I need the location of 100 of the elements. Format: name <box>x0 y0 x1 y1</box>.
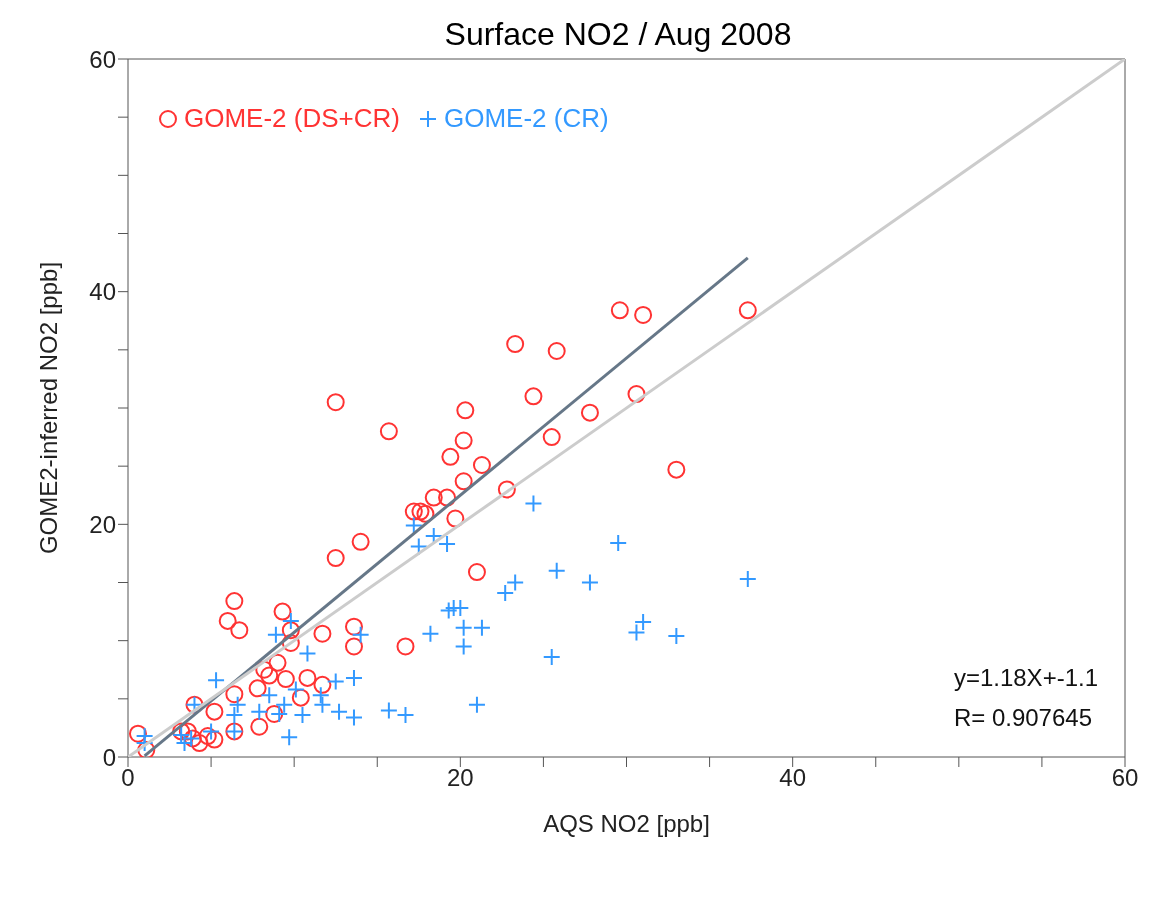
point <box>411 502 430 521</box>
point <box>230 621 249 640</box>
point <box>291 688 310 707</box>
point <box>190 734 209 753</box>
chart-title: Surface NO2 / Aug 2008 <box>444 16 792 52</box>
point <box>506 335 525 354</box>
x-tick-label: 40 <box>779 764 807 792</box>
y-tick-label: 60 <box>89 45 116 73</box>
annotation: R= 0.907645 <box>953 703 1093 733</box>
y-axis-title: GOME2-inferred NO2 [ppb] <box>34 261 62 555</box>
point <box>313 624 332 643</box>
point <box>281 633 300 652</box>
point <box>467 695 486 714</box>
point <box>627 385 646 404</box>
point <box>248 679 267 698</box>
point <box>627 623 646 642</box>
point <box>205 702 224 721</box>
point <box>396 706 415 725</box>
point <box>351 532 370 551</box>
point <box>311 686 330 705</box>
point <box>454 472 473 491</box>
point <box>260 666 279 685</box>
point <box>424 488 443 507</box>
point <box>326 672 345 691</box>
point <box>524 494 543 513</box>
point <box>438 488 457 507</box>
point <box>454 618 473 637</box>
point <box>225 706 244 725</box>
point <box>542 647 561 666</box>
point <box>205 730 224 749</box>
point <box>547 561 566 580</box>
point <box>421 624 440 643</box>
point <box>454 431 473 450</box>
point <box>326 549 345 568</box>
point <box>273 602 292 621</box>
point <box>580 403 599 422</box>
point <box>275 695 294 714</box>
point <box>225 685 244 704</box>
point <box>198 727 217 746</box>
point <box>472 618 491 637</box>
point <box>228 695 247 714</box>
point <box>330 702 349 721</box>
legend-label: GOME-2 (DS+CR) <box>183 103 400 134</box>
point <box>225 592 244 611</box>
point <box>524 387 543 406</box>
point <box>313 675 332 694</box>
point <box>281 621 300 640</box>
point <box>441 447 460 466</box>
point <box>634 613 653 632</box>
x-tick-label: 60 <box>1111 764 1139 792</box>
legend-label: GOME-2 (CR) <box>442 103 609 134</box>
point <box>276 670 295 689</box>
point <box>496 583 515 602</box>
point <box>472 456 491 474</box>
point <box>250 702 269 721</box>
point <box>293 706 312 725</box>
y-tick-label: 0 <box>102 743 116 771</box>
point <box>313 695 332 714</box>
point <box>351 625 370 644</box>
x-axis-title: AQS NO2 [ppb] <box>543 810 710 837</box>
point <box>268 653 287 672</box>
point <box>438 535 457 554</box>
point <box>128 724 147 743</box>
point <box>255 660 274 679</box>
point <box>344 637 363 656</box>
point <box>454 637 473 656</box>
point <box>178 722 197 741</box>
point <box>218 611 237 630</box>
point <box>260 686 279 705</box>
point <box>379 701 398 720</box>
point <box>610 301 629 320</box>
point <box>542 428 561 447</box>
point <box>467 563 486 582</box>
point <box>456 401 475 420</box>
point <box>265 704 284 723</box>
point <box>404 516 423 535</box>
point <box>439 601 458 620</box>
point <box>270 704 289 723</box>
point <box>298 644 317 663</box>
point <box>344 668 363 687</box>
point <box>738 301 757 320</box>
point <box>738 570 757 589</box>
point <box>344 708 363 727</box>
point <box>280 728 299 747</box>
point <box>580 573 599 592</box>
point <box>497 480 516 499</box>
point <box>286 680 305 699</box>
point <box>404 502 423 521</box>
point <box>298 668 317 687</box>
point <box>281 611 300 630</box>
point <box>344 617 363 636</box>
point <box>326 393 345 412</box>
point <box>506 573 525 592</box>
point <box>609 533 628 552</box>
point <box>379 422 398 441</box>
x-tick-label: 20 <box>446 764 474 792</box>
point <box>547 342 566 360</box>
point <box>634 305 653 324</box>
y-tick-label: 40 <box>89 278 116 306</box>
x-tick-label: 0 <box>121 764 135 792</box>
